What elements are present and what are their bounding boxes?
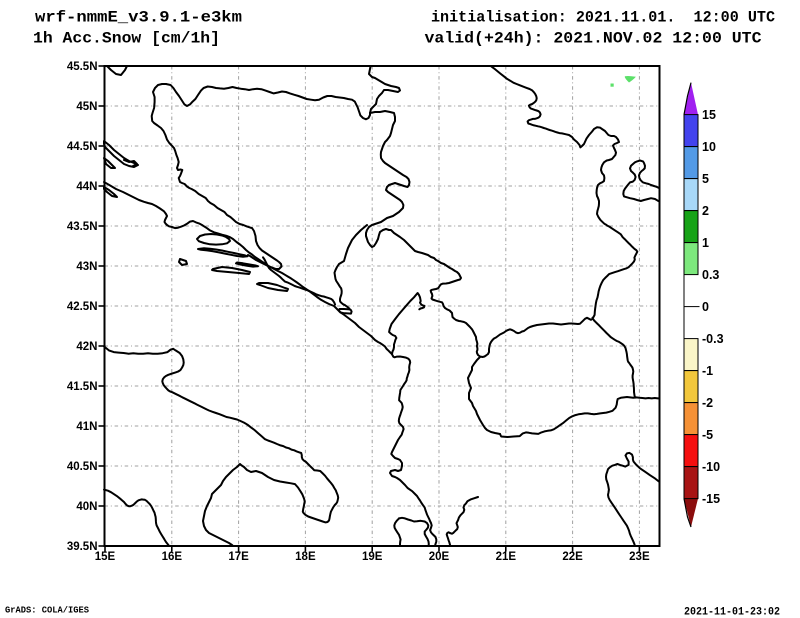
svg-text:0.3: 0.3 [702, 268, 719, 282]
svg-text:wrf-nmmE_v3.9.1-e3km: wrf-nmmE_v3.9.1-e3km [35, 9, 242, 27]
svg-text:17E: 17E [228, 551, 249, 563]
svg-text:-5: -5 [702, 428, 713, 442]
svg-text:0: 0 [702, 300, 709, 314]
svg-text:41.5N: 41.5N [67, 381, 98, 393]
svg-text:45N: 45N [76, 101, 97, 113]
svg-text:23E: 23E [629, 551, 650, 563]
svg-text:42.5N: 42.5N [67, 301, 98, 313]
svg-text:2021-11-01-23:02: 2021-11-01-23:02 [684, 607, 780, 618]
svg-text:-15: -15 [702, 492, 720, 506]
svg-text:-1: -1 [702, 364, 713, 378]
svg-text:44.5N: 44.5N [67, 141, 98, 153]
svg-text:-0.3: -0.3 [702, 332, 724, 346]
svg-text:40.5N: 40.5N [67, 461, 98, 473]
svg-text:21E: 21E [496, 551, 517, 563]
svg-text:20E: 20E [429, 551, 450, 563]
svg-text:19E: 19E [362, 551, 383, 563]
svg-text:45.5N: 45.5N [67, 61, 98, 73]
svg-text:41N: 41N [76, 421, 97, 433]
svg-text:5: 5 [702, 172, 709, 186]
svg-text:initialisation: 2021.11.01. 1: initialisation: 2021.11.01. 12:00 UTC [431, 9, 775, 27]
svg-text:1h Acc.Snow [cm/1h]: 1h Acc.Snow [cm/1h] [33, 30, 220, 48]
svg-text:GrADS: COLA/IGES: GrADS: COLA/IGES [5, 605, 89, 616]
svg-text:43N: 43N [76, 261, 97, 273]
svg-text:16E: 16E [162, 551, 183, 563]
svg-text:10: 10 [702, 140, 716, 154]
svg-text:40N: 40N [76, 501, 97, 513]
svg-text:15: 15 [702, 108, 716, 122]
svg-text:22E: 22E [562, 551, 583, 563]
svg-text:43.5N: 43.5N [67, 221, 98, 233]
svg-text:44N: 44N [76, 181, 97, 193]
svg-text:39.5N: 39.5N [67, 541, 98, 553]
svg-text:1: 1 [702, 236, 709, 250]
svg-text:-2: -2 [702, 396, 713, 410]
svg-text:2: 2 [702, 204, 709, 218]
svg-text:-10: -10 [702, 460, 720, 474]
svg-text:valid(+24h): 2021.NOV.02 12:00: valid(+24h): 2021.NOV.02 12:00 UTC [425, 30, 762, 48]
svg-text:42N: 42N [76, 341, 97, 353]
svg-text:18E: 18E [295, 551, 316, 563]
svg-text:15E: 15E [95, 551, 116, 563]
